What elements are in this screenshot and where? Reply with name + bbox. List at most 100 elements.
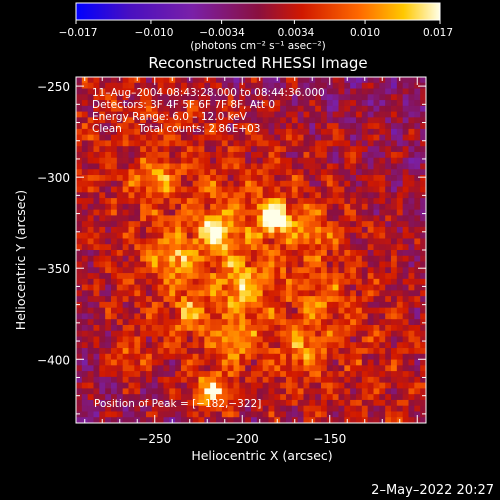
heatmap-pixel (105, 215, 112, 222)
heatmap-pixel (116, 169, 124, 176)
heatmap-pixel (280, 353, 287, 360)
heatmap-pixel (361, 371, 369, 378)
heatmap-pixel (169, 105, 176, 112)
heatmap-pixel (169, 134, 176, 141)
heatmap-pixel (128, 336, 135, 343)
heatmap-pixel (169, 255, 176, 262)
heatmap-pixel (111, 100, 118, 107)
heatmap-pixel (251, 417, 258, 423)
heatmap-pixel (350, 198, 357, 205)
heatmap-pixel (309, 313, 316, 320)
heatmap-pixel (309, 215, 316, 222)
heatmap-pixel (385, 163, 392, 170)
heatmap-pixel (315, 399, 322, 407)
heatmap-pixel (169, 232, 176, 239)
x-tick-labels: −250 −200 −150 (138, 432, 346, 446)
heatmap-pixel (262, 319, 269, 326)
heatmap-pixel (146, 307, 153, 314)
heatmap-pixel (93, 348, 100, 355)
heatmap-pixel (414, 157, 421, 164)
heatmap-pixel (116, 157, 124, 164)
heatmap-pixel (181, 221, 188, 228)
heatmap-pixel (338, 215, 345, 222)
heatmap-pixel (76, 348, 83, 355)
heatmap-pixel (321, 163, 328, 170)
heatmap-pixel (350, 180, 357, 187)
heatmap-pixel (303, 198, 310, 205)
heatmap-pixel (192, 290, 199, 297)
heatmap-pixel (87, 244, 94, 251)
heatmap-pixel (221, 100, 229, 107)
heatmap-pixel (146, 359, 153, 366)
heatmap-pixel (408, 399, 415, 407)
heatmap-pixel (291, 151, 299, 159)
heatmap-pixel (367, 319, 374, 326)
heatmap-pixel (309, 244, 316, 251)
heatmap-pixel (379, 307, 386, 314)
heatmap-pixel (87, 180, 94, 187)
heatmap-pixel (408, 330, 415, 337)
heatmap-pixel (175, 180, 182, 187)
heatmap-pixel (420, 336, 426, 343)
time-range-annotation: 11–Aug–2004 08:43:28.000 to 08:44:36.000 (92, 87, 325, 99)
heatmap-pixel (350, 232, 357, 239)
heatmap-pixel (297, 376, 304, 384)
heatmap-pixel (256, 169, 264, 176)
heatmap-pixel (233, 146, 240, 153)
heatmap-pixel (87, 371, 94, 378)
heatmap-pixel (134, 209, 141, 216)
heatmap-pixel (332, 186, 339, 193)
heatmap-pixel (245, 261, 252, 268)
heatmap-pixel (367, 100, 374, 107)
heatmap-pixel (396, 394, 404, 401)
heatmap-pixel (175, 221, 182, 228)
heatmap-pixel (361, 180, 369, 187)
heatmap-pixel (157, 128, 164, 136)
heatmap-pixel (198, 186, 205, 193)
heatmap-pixel (356, 169, 363, 176)
heatmap-pixel (221, 232, 229, 239)
colorbar: −0.017 −0.010 −0.0034 0.0034 0.010 0.017… (59, 2, 453, 52)
heatmap-pixel (344, 353, 351, 360)
heatmap-pixel (303, 88, 310, 95)
heatmap-pixel (105, 324, 112, 332)
heatmap-pixel (204, 255, 211, 262)
heatmap-pixel (105, 192, 112, 199)
heatmap-pixel (321, 382, 328, 389)
heatmap-pixel (210, 244, 217, 251)
heatmap-pixel (221, 353, 229, 360)
heatmap-pixel (356, 226, 363, 234)
heatmap-pixel (175, 157, 182, 164)
heatmap-pixel (81, 128, 89, 136)
heatmap-pixel (262, 399, 269, 407)
heatmap-pixel (169, 238, 176, 245)
heatmap-pixel (344, 140, 351, 147)
heatmap-pixel (321, 175, 328, 182)
heatmap-pixel (344, 284, 351, 291)
heatmap-pixel (105, 111, 112, 118)
heatmap-pixel (344, 336, 351, 343)
heatmap-pixel (315, 128, 322, 136)
heatmap-pixel (169, 82, 176, 89)
heatmap-pixel (408, 394, 415, 401)
heatmap-pixel (105, 134, 112, 141)
heatmap-pixel (350, 192, 357, 199)
heatmap-pixel (163, 117, 170, 124)
heatmap-pixel (151, 267, 159, 274)
heatmap-pixel (122, 261, 129, 268)
heatmap-pixel (122, 215, 129, 222)
heatmap-pixel (280, 382, 287, 389)
heatmap-pixel (227, 203, 234, 211)
heatmap-pixel (87, 376, 94, 384)
heatmap-pixel (134, 203, 141, 211)
heatmap-pixel (140, 336, 147, 343)
heatmap-pixel (87, 319, 94, 326)
heatmap-pixel (344, 324, 351, 332)
heatmap-pixel (379, 88, 386, 95)
heatmap-pixel (256, 94, 264, 101)
heatmap-pixel (344, 399, 351, 407)
heatmap-pixel (99, 163, 106, 170)
heatmap-pixel (198, 307, 205, 314)
heatmap-pixel (286, 278, 293, 285)
heatmap-pixel (385, 151, 392, 159)
